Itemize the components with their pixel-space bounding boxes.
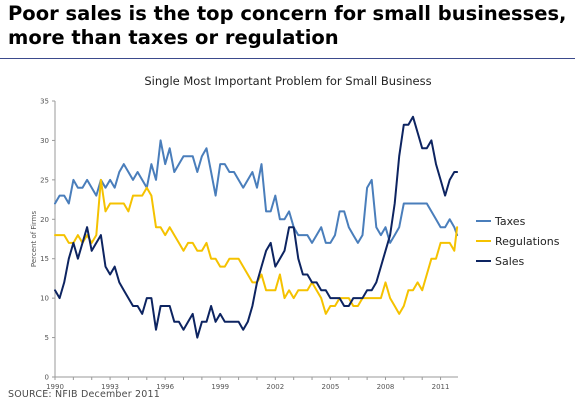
x-tick-label: 1999 — [211, 383, 229, 391]
header-divider — [0, 58, 575, 59]
y-tick-label: 35 — [40, 98, 49, 106]
y-tick-label: 5 — [45, 334, 49, 342]
axes: 0 5 10 15 20 25 30 35 1990 1993 1996 1999 2002 2005 20… — [40, 98, 458, 391]
legend-label-sales: Sales — [495, 255, 525, 268]
x-tick-label: 2002 — [266, 383, 284, 391]
series-line-sales — [54, 115, 459, 339]
series-layer — [54, 115, 459, 339]
x-tick-label: 2008 — [377, 383, 395, 391]
source-note: SOURCE: NFIB December 2011 — [8, 389, 161, 400]
x-tick-label: 1996 — [156, 383, 174, 391]
headline: Poor sales is the top concern for small … — [8, 2, 567, 49]
x-tick-label: 1990 — [46, 383, 64, 391]
chart-title: Single Most Important Problem for Small … — [144, 74, 431, 88]
y-tick-label: 0 — [45, 374, 49, 382]
legend-label-regulations: Regulations — [495, 235, 560, 248]
x-tick-label: 2005 — [321, 383, 339, 391]
series-line-taxes — [54, 139, 459, 244]
y-tick-label: 20 — [40, 216, 49, 224]
y-axis-label: Percent of Firms — [30, 211, 38, 268]
y-tick-label: 25 — [40, 176, 49, 184]
y-tick-label: 30 — [40, 137, 49, 145]
series-line-regulations — [54, 178, 459, 315]
y-tick-label: 10 — [40, 295, 49, 303]
legend-label-taxes: Taxes — [494, 215, 526, 228]
legend: Taxes Regulations Sales — [476, 215, 560, 268]
y-tick-label: 15 — [40, 255, 49, 263]
x-tick-label: 1993 — [101, 383, 119, 391]
x-tick-label: 2011 — [432, 383, 450, 391]
